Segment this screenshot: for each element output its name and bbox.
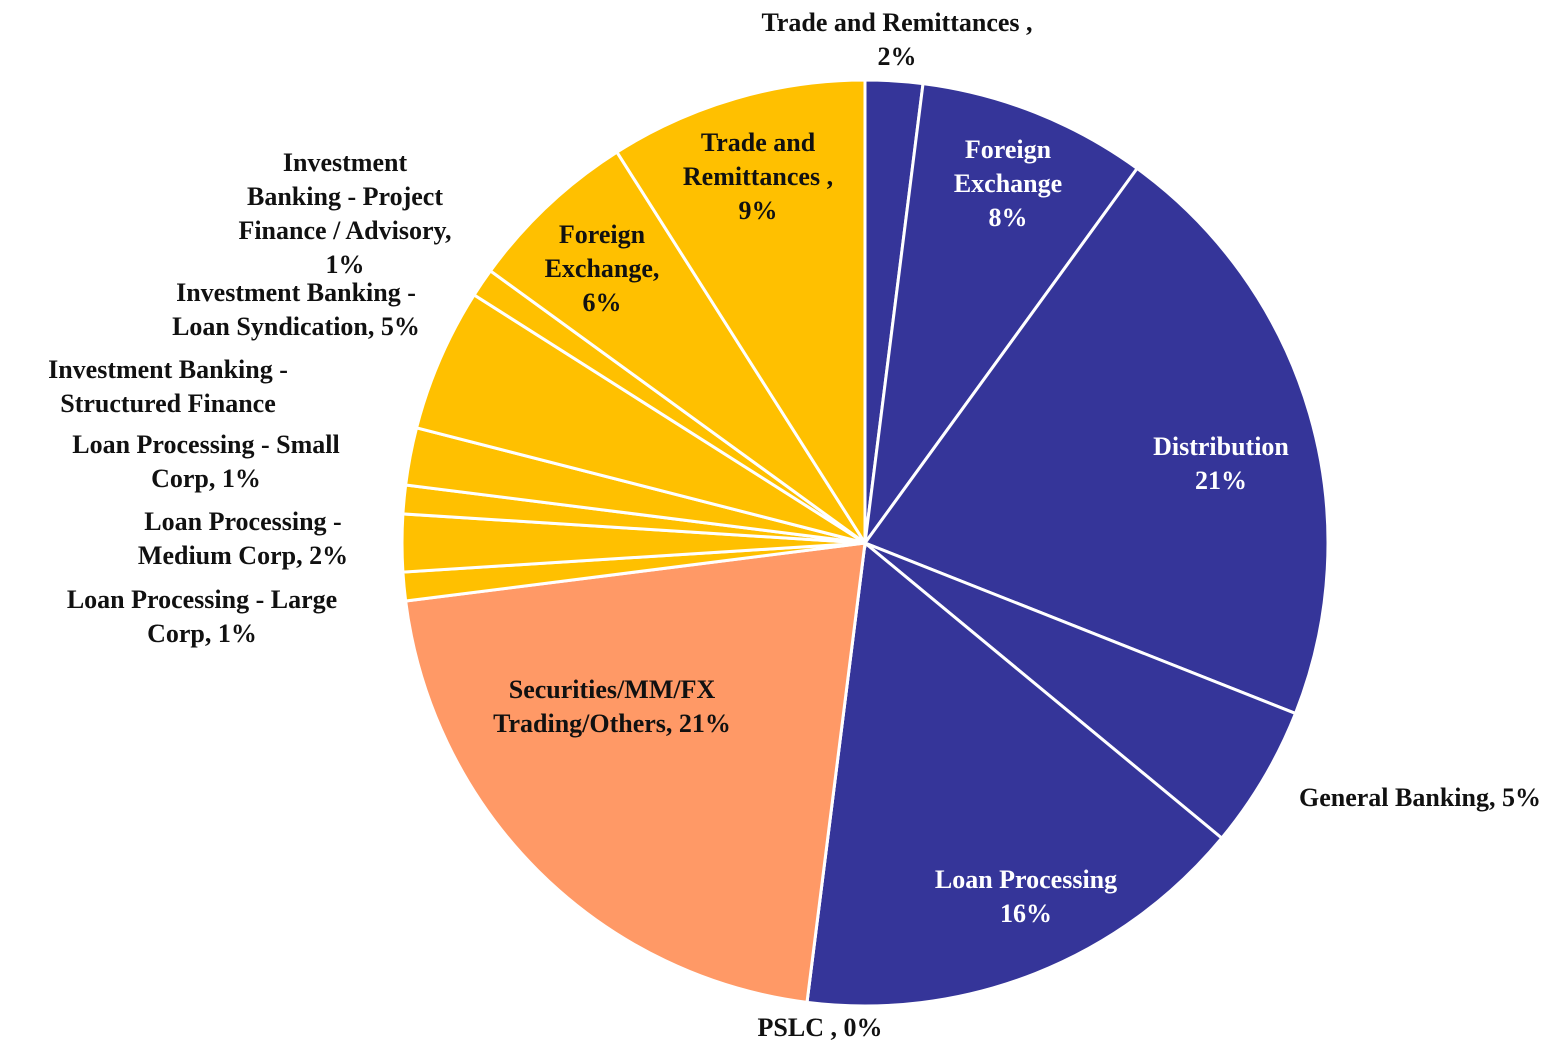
value-label: 8% bbox=[989, 203, 1028, 232]
slice-label: Loan Processing - Large Corp, 1% bbox=[67, 585, 337, 648]
category-label: Small bbox=[270, 430, 340, 459]
value-label: 6% bbox=[583, 288, 622, 317]
pie-slice bbox=[414, 292, 866, 545]
pie-slice bbox=[805, 540, 1224, 1008]
category-label: Remittances bbox=[876, 8, 1020, 37]
category-label: General bbox=[1299, 783, 1389, 812]
value-label: 1% bbox=[211, 619, 257, 648]
slice-label: Securities/MM/FX Trading/Others, 21% bbox=[493, 675, 731, 738]
pie-slice bbox=[403, 541, 867, 1005]
category-label: Syndication, bbox=[230, 312, 375, 341]
value-label: 16% bbox=[1000, 899, 1052, 928]
slice-label: Loan Processing 16% bbox=[935, 865, 1117, 928]
category-label: Trading/Others, bbox=[493, 709, 672, 738]
category-label: Investment bbox=[283, 148, 408, 177]
pie-slice bbox=[864, 541, 1298, 841]
category-label: - bbox=[273, 355, 288, 384]
category-label: Processing bbox=[993, 865, 1117, 894]
category-label: Loan bbox=[172, 312, 230, 341]
value-label: 2% bbox=[303, 541, 349, 570]
category-label: Finance bbox=[181, 389, 276, 418]
value-label: 1% bbox=[215, 464, 261, 493]
category-label: Advisory, bbox=[340, 216, 451, 245]
value-label: 5% bbox=[1495, 783, 1541, 812]
category-label: Foreign bbox=[559, 220, 646, 249]
category-label: and bbox=[827, 8, 876, 37]
category-label: Corp, bbox=[232, 541, 303, 570]
category-label: Project bbox=[356, 182, 443, 211]
slice-label: PSLC , 0% bbox=[758, 1013, 883, 1042]
slice-label: Trade and Remittances , 2% bbox=[761, 8, 1032, 71]
category-label: Loan bbox=[72, 430, 130, 459]
pie-slice bbox=[488, 150, 867, 545]
pie-slice bbox=[862, 166, 1330, 716]
category-label: Securities/MM/FX bbox=[509, 675, 716, 704]
category-label: Investment bbox=[176, 278, 301, 307]
value-label: 5% bbox=[374, 312, 420, 341]
category-label: , bbox=[824, 1013, 837, 1042]
category-label: Banking bbox=[172, 355, 272, 384]
slice-label: Foreign Exchange, 6% bbox=[545, 220, 660, 317]
slice-label: General Banking, 5% bbox=[1299, 783, 1541, 812]
category-label: Large bbox=[264, 585, 337, 614]
slice-label: Foreign Exchange 8% bbox=[954, 135, 1062, 232]
category-label: Banking bbox=[300, 278, 400, 307]
category-label: Distribution bbox=[1153, 432, 1289, 461]
category-label: - bbox=[401, 278, 416, 307]
value-label: 21% bbox=[1195, 466, 1247, 495]
category-label: - bbox=[249, 585, 264, 614]
category-label: Processing bbox=[125, 585, 249, 614]
category-label: Banking bbox=[247, 182, 341, 211]
category-label: Trade bbox=[761, 8, 827, 37]
slice-label: Trade and Remittances , 9% bbox=[683, 128, 833, 225]
category-label: Exchange bbox=[954, 169, 1062, 198]
category-label: / bbox=[327, 216, 342, 245]
value-label: 21% bbox=[672, 709, 731, 738]
category-label: Medium bbox=[138, 541, 232, 570]
category-label: - bbox=[341, 182, 356, 211]
category-label: Corp, bbox=[151, 464, 215, 493]
category-label: Loan bbox=[67, 585, 125, 614]
category-label: Investment bbox=[48, 355, 173, 384]
category-label: Loan bbox=[144, 507, 202, 536]
value-label: 0% bbox=[837, 1013, 883, 1042]
category-label: Trade bbox=[701, 128, 767, 157]
category-label: Processing bbox=[130, 430, 254, 459]
category-label: , bbox=[820, 162, 833, 191]
slice-label: Loan Processing - Small Corp, 1% bbox=[72, 430, 340, 493]
value-label: 9% bbox=[739, 196, 778, 225]
category-label: Remittances bbox=[683, 162, 820, 191]
category-label: - bbox=[327, 507, 342, 536]
category-label: Structured bbox=[60, 389, 181, 418]
category-label: Foreign bbox=[965, 135, 1052, 164]
category-label: PSLC bbox=[758, 1013, 824, 1042]
value-label: 2% bbox=[878, 42, 917, 71]
category-label: Exchange, bbox=[545, 254, 660, 283]
slice-label: Investment Banking - Loan Syndication, 5% bbox=[172, 278, 420, 341]
slice-label: Loan Processing - Medium Corp, 2% bbox=[138, 507, 348, 570]
slice-label: Investment Banking - Project Finance / Adv… bbox=[238, 148, 451, 279]
category-label: Finance bbox=[238, 216, 326, 245]
category-label: Banking, bbox=[1389, 783, 1496, 812]
category-label: and bbox=[767, 128, 816, 157]
category-label: , bbox=[1020, 8, 1033, 37]
slice-label: Investment Banking - Structured Finance bbox=[48, 355, 288, 418]
value-label: 1% bbox=[326, 250, 365, 279]
category-label: Loan bbox=[935, 865, 993, 894]
pie-slice bbox=[614, 78, 867, 549]
category-label: Corp, bbox=[147, 619, 211, 648]
category-label: - bbox=[255, 430, 270, 459]
category-label: Processing bbox=[202, 507, 326, 536]
pie-slice bbox=[863, 81, 1140, 544]
slice-label: Distribution 21% bbox=[1153, 432, 1289, 495]
